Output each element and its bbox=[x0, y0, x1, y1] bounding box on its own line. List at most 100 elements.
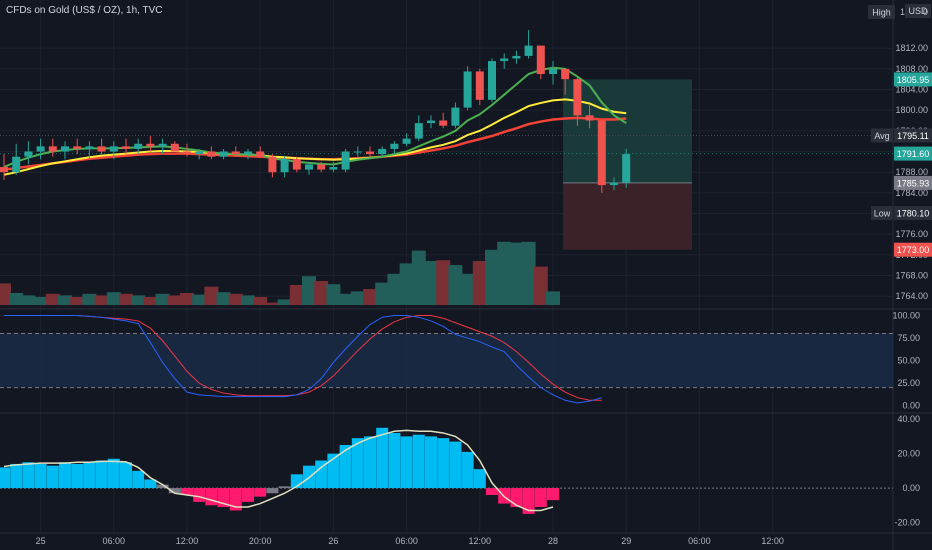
macd-hist-bar bbox=[339, 445, 352, 489]
volume-bar bbox=[497, 241, 512, 305]
stoch-k-line bbox=[4, 315, 602, 404]
candle-body bbox=[366, 151, 374, 155]
macd-hist-bar bbox=[22, 462, 35, 489]
candle-body bbox=[268, 156, 277, 173]
macd-hist-bar bbox=[83, 462, 96, 489]
macd-hist-bar bbox=[266, 488, 279, 494]
candle-body bbox=[256, 151, 265, 157]
volume-bar bbox=[216, 292, 231, 305]
candle-body bbox=[610, 182, 618, 186]
candle-body bbox=[573, 79, 582, 116]
time-tick-label: 29 bbox=[621, 536, 631, 546]
candle-body bbox=[561, 68, 570, 80]
volume-bar bbox=[424, 261, 438, 305]
volume-bar bbox=[21, 295, 36, 305]
macd-hist-bar bbox=[522, 488, 535, 514]
macd-hist-bar bbox=[120, 462, 132, 489]
candle-body bbox=[85, 146, 94, 149]
macd-hist-bar bbox=[156, 484, 169, 489]
time-tick-label: 12:00 bbox=[469, 536, 492, 546]
volume-bar bbox=[265, 302, 280, 305]
volume-bar bbox=[314, 281, 329, 305]
stoch-tick-label: 100.00 bbox=[892, 311, 920, 321]
candle-body bbox=[109, 146, 118, 152]
macd-hist-bar bbox=[473, 469, 486, 489]
position-stop-zone bbox=[563, 182, 692, 250]
high-tag-bg bbox=[868, 5, 895, 19]
candle-body bbox=[597, 120, 606, 186]
candle-body bbox=[0, 167, 8, 173]
ma-slow-line bbox=[3, 116, 627, 171]
volume-bar bbox=[533, 266, 548, 305]
candle-body bbox=[48, 146, 57, 152]
avg-tag: Avg bbox=[874, 131, 889, 141]
time-tick-label: 12:00 bbox=[176, 536, 199, 546]
volume-bar bbox=[106, 292, 121, 305]
macd-hist-bar bbox=[400, 436, 413, 489]
candle-body bbox=[61, 146, 69, 152]
volume-bar bbox=[302, 276, 316, 305]
price-badge-label: 1773.00 bbox=[897, 245, 930, 255]
price-tick-label: 1764.00 bbox=[895, 291, 928, 301]
candle-body bbox=[207, 151, 216, 157]
stoch-tick-label: 50.00 bbox=[897, 356, 920, 366]
volume-bar bbox=[0, 283, 11, 305]
candle-body bbox=[622, 154, 631, 183]
candle-body bbox=[353, 151, 362, 153]
macd-hist-bar bbox=[327, 453, 340, 489]
macd-hist-bar bbox=[486, 488, 498, 495]
currency-tag-bg bbox=[905, 4, 931, 18]
macd-hist-bar bbox=[510, 488, 523, 508]
macd-hist-bar bbox=[254, 488, 267, 497]
candle-body bbox=[36, 146, 45, 152]
volume-bar bbox=[33, 297, 48, 305]
volume-bar bbox=[131, 295, 146, 305]
price-badge-label: 1795.11 bbox=[897, 131, 929, 141]
volume-bar bbox=[460, 273, 475, 305]
macd-hist-bar bbox=[351, 438, 364, 489]
candle-body bbox=[280, 159, 289, 173]
candle-body bbox=[549, 68, 557, 75]
volume-bar bbox=[253, 297, 268, 305]
macd-hist-bar bbox=[547, 488, 559, 501]
macd-hist-bar bbox=[0, 467, 10, 489]
candle-body bbox=[390, 143, 399, 149]
candle-body bbox=[134, 143, 143, 149]
volume-bar bbox=[94, 295, 109, 305]
macd-hist-bar bbox=[132, 470, 145, 489]
macd-hist-bar bbox=[412, 434, 425, 489]
volume-bar bbox=[448, 265, 463, 305]
macd-hist-bar bbox=[95, 460, 108, 489]
currency-tag: USD bbox=[908, 6, 928, 16]
volume-bar bbox=[338, 293, 353, 305]
volume-bar bbox=[192, 294, 207, 305]
macd-hist-bar bbox=[229, 488, 242, 511]
symbol-label[interactable]: CFDs on Gold (US$ / OZ), 1h, TVC bbox=[6, 5, 163, 16]
macd-tick-label: 0.00 bbox=[902, 483, 920, 493]
candle-body bbox=[170, 143, 179, 152]
price-badge-label: 1805.95 bbox=[897, 75, 930, 85]
volume-bar bbox=[350, 291, 365, 305]
volume-bar bbox=[399, 263, 414, 305]
macd-hist-bar bbox=[168, 488, 181, 494]
candle-body bbox=[244, 151, 252, 155]
volume-bar bbox=[143, 297, 158, 305]
candle-body bbox=[341, 151, 350, 170]
macd-hist-bar bbox=[461, 451, 474, 489]
price-badge-label: 1791.60 bbox=[897, 149, 930, 159]
time-tick-label: 28 bbox=[548, 536, 558, 546]
macd-signal-line bbox=[3, 429, 554, 512]
candle-body bbox=[305, 164, 313, 170]
candle-body bbox=[439, 120, 448, 126]
volume-bar bbox=[375, 282, 390, 305]
price-tick-label: 1808.00 bbox=[895, 64, 928, 74]
price-tick-label: 1768.00 bbox=[895, 271, 928, 281]
candle-body bbox=[512, 55, 521, 59]
candle-body bbox=[292, 159, 301, 170]
candle-body bbox=[402, 138, 411, 144]
candle-body bbox=[317, 164, 326, 170]
macd-hist-bar bbox=[59, 462, 71, 489]
volume-bar bbox=[155, 293, 170, 305]
macd-hist-bar bbox=[193, 488, 206, 502]
